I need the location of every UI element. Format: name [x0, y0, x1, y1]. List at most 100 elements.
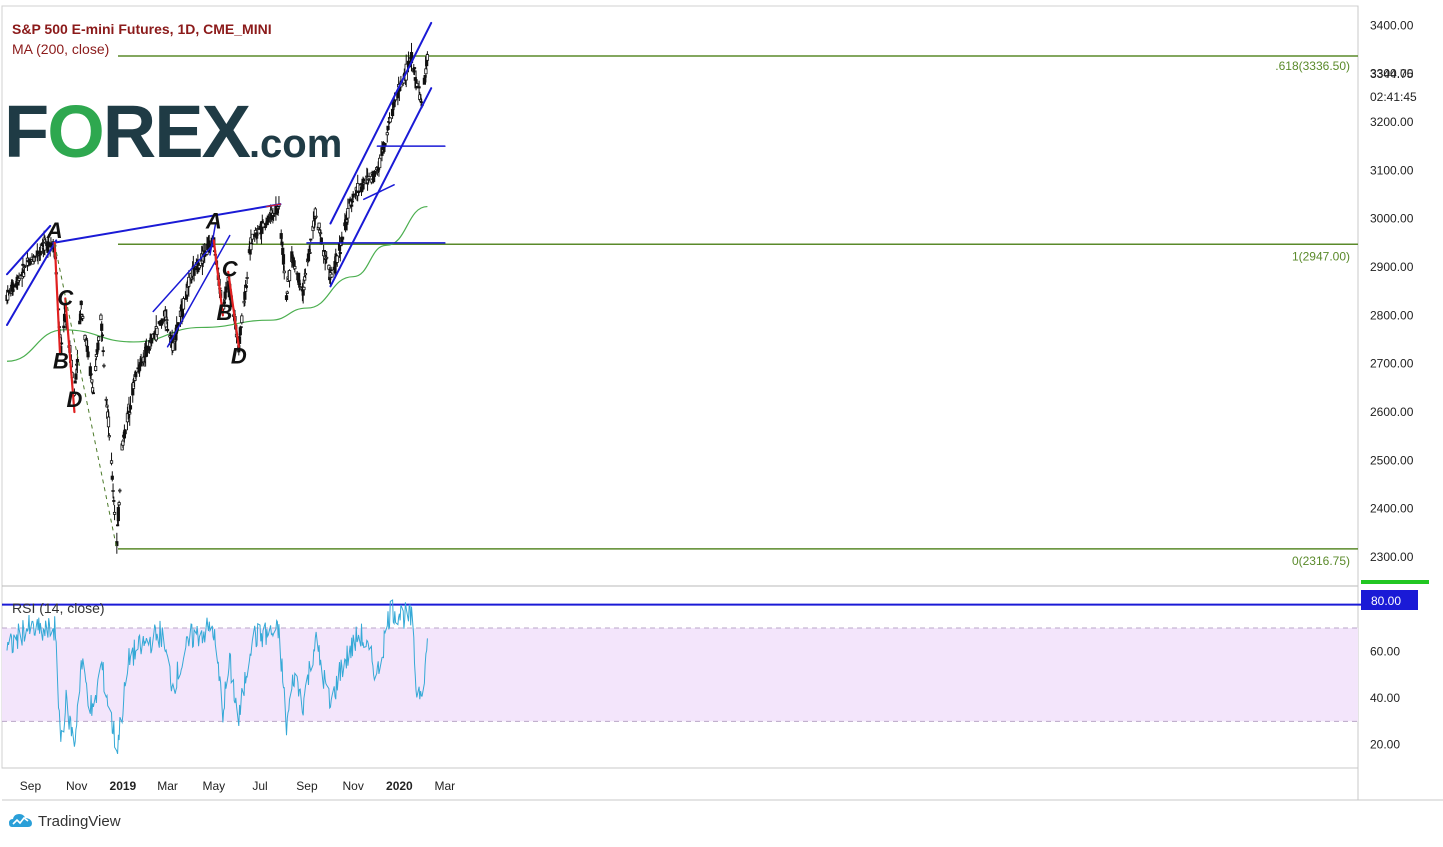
abcd-leg [212, 239, 224, 317]
ma-200-line [6, 205, 428, 362]
candle-body [192, 267, 196, 276]
candle-body [165, 328, 170, 332]
indicator-label: MA (200, close) [12, 41, 110, 57]
fib-level-label: .618(3336.50) [1275, 59, 1350, 73]
candle-body [109, 460, 114, 464]
price-tick-label: 2900.00 [1370, 260, 1414, 274]
abcd-label: B [53, 349, 69, 374]
candle-body [100, 334, 105, 337]
price-tick-label: 2400.00 [1370, 502, 1414, 516]
candle-body [356, 190, 361, 194]
candle-body [197, 265, 202, 269]
price-tick-label: 3000.00 [1370, 212, 1414, 226]
trendline [6, 239, 58, 326]
price-tick-label: 2800.00 [1370, 308, 1414, 322]
candle-body [417, 86, 421, 89]
price-axis: 2300.00 2400.00 2500.00 2600.00 2700.00 2800.… [1370, 18, 1414, 564]
candle-body [62, 325, 66, 329]
candle-body [33, 255, 37, 258]
abcd-label: D [66, 387, 82, 412]
candle-body [123, 429, 127, 435]
price-tick-label: 3100.00 [1370, 163, 1414, 177]
fib-level-label: 1(2947.00) [1292, 249, 1350, 263]
logo-domain: .com [248, 122, 343, 166]
candle-body [340, 236, 345, 240]
rsi-level-badge [1361, 590, 1418, 610]
candle-body [187, 276, 191, 287]
candle-body [97, 336, 101, 341]
time-tick-label: Sep [20, 779, 42, 793]
candle-body [118, 489, 122, 492]
rsi-tick-label: 20.00 [1370, 738, 1400, 752]
candle-body [86, 351, 90, 358]
fib-connector-line [54, 244, 118, 550]
candle-body [21, 263, 25, 266]
forex-logo: FOREX.com [4, 95, 342, 169]
candle-body [385, 132, 389, 136]
price-tick-label: 3200.00 [1370, 115, 1414, 129]
candle-body [245, 277, 249, 279]
time-tick-label: Jul [252, 779, 267, 793]
candle-body [106, 416, 111, 428]
candle-body [350, 204, 354, 207]
candle-body [239, 326, 243, 329]
candle-body [90, 387, 95, 393]
candle-body [155, 327, 159, 335]
abcd-leg [64, 297, 76, 414]
time-tick-label: Nov [66, 779, 87, 793]
candle-body [293, 266, 297, 270]
candle-body [134, 371, 138, 378]
candle-body [322, 249, 326, 252]
trendline [209, 224, 217, 256]
abcd-label: A [46, 218, 63, 243]
candle-body [317, 222, 321, 229]
candle-body [415, 83, 419, 87]
candle-body [261, 222, 265, 228]
candle-body [96, 342, 100, 351]
candle-body [59, 342, 64, 345]
candle-body [309, 238, 313, 241]
trendline [6, 224, 52, 276]
candle-body [171, 342, 175, 351]
rsi-level-label: 80.00 [1371, 594, 1401, 608]
candle-body [81, 316, 85, 319]
forex-logo-text: FOREX.com [4, 90, 342, 173]
candle-body [388, 117, 392, 123]
candle-body [73, 380, 77, 384]
abcd-label: C [222, 257, 239, 282]
candle-body [28, 258, 32, 266]
rsi-line [6, 599, 428, 755]
candle-body [144, 345, 148, 357]
candle-body [79, 300, 83, 306]
candle-body [313, 208, 317, 219]
countdown-label: 02:41:45 [1370, 90, 1417, 104]
candle-body [224, 286, 228, 293]
candle-body [287, 270, 292, 282]
candle-body [314, 215, 318, 218]
candle-body [281, 254, 286, 265]
candle-body [356, 183, 360, 197]
candle-body [383, 142, 387, 146]
time-tick-label: Mar [434, 779, 455, 793]
price-tick-label: 3300.00 [1370, 67, 1414, 81]
trendlines [6, 21, 446, 414]
tradingview-logo: TradingView [8, 812, 121, 830]
price-tick-label: 2700.00 [1370, 357, 1414, 371]
candle-body [425, 54, 430, 61]
candle-body [99, 314, 103, 321]
candle-body [244, 285, 248, 288]
candle-body [94, 366, 98, 371]
candle-body [88, 366, 92, 376]
time-tick-label: Sep [296, 779, 318, 793]
trendline [329, 21, 433, 225]
trendline [329, 87, 433, 288]
candle-body [128, 412, 132, 415]
candle-body [150, 337, 154, 344]
candle-body [266, 215, 270, 223]
abcd-label: B [216, 300, 232, 325]
last-price-label: 3344.75 [1370, 67, 1414, 81]
rsi-title: RSI (14, close) [12, 600, 105, 616]
candle-body [112, 511, 117, 515]
